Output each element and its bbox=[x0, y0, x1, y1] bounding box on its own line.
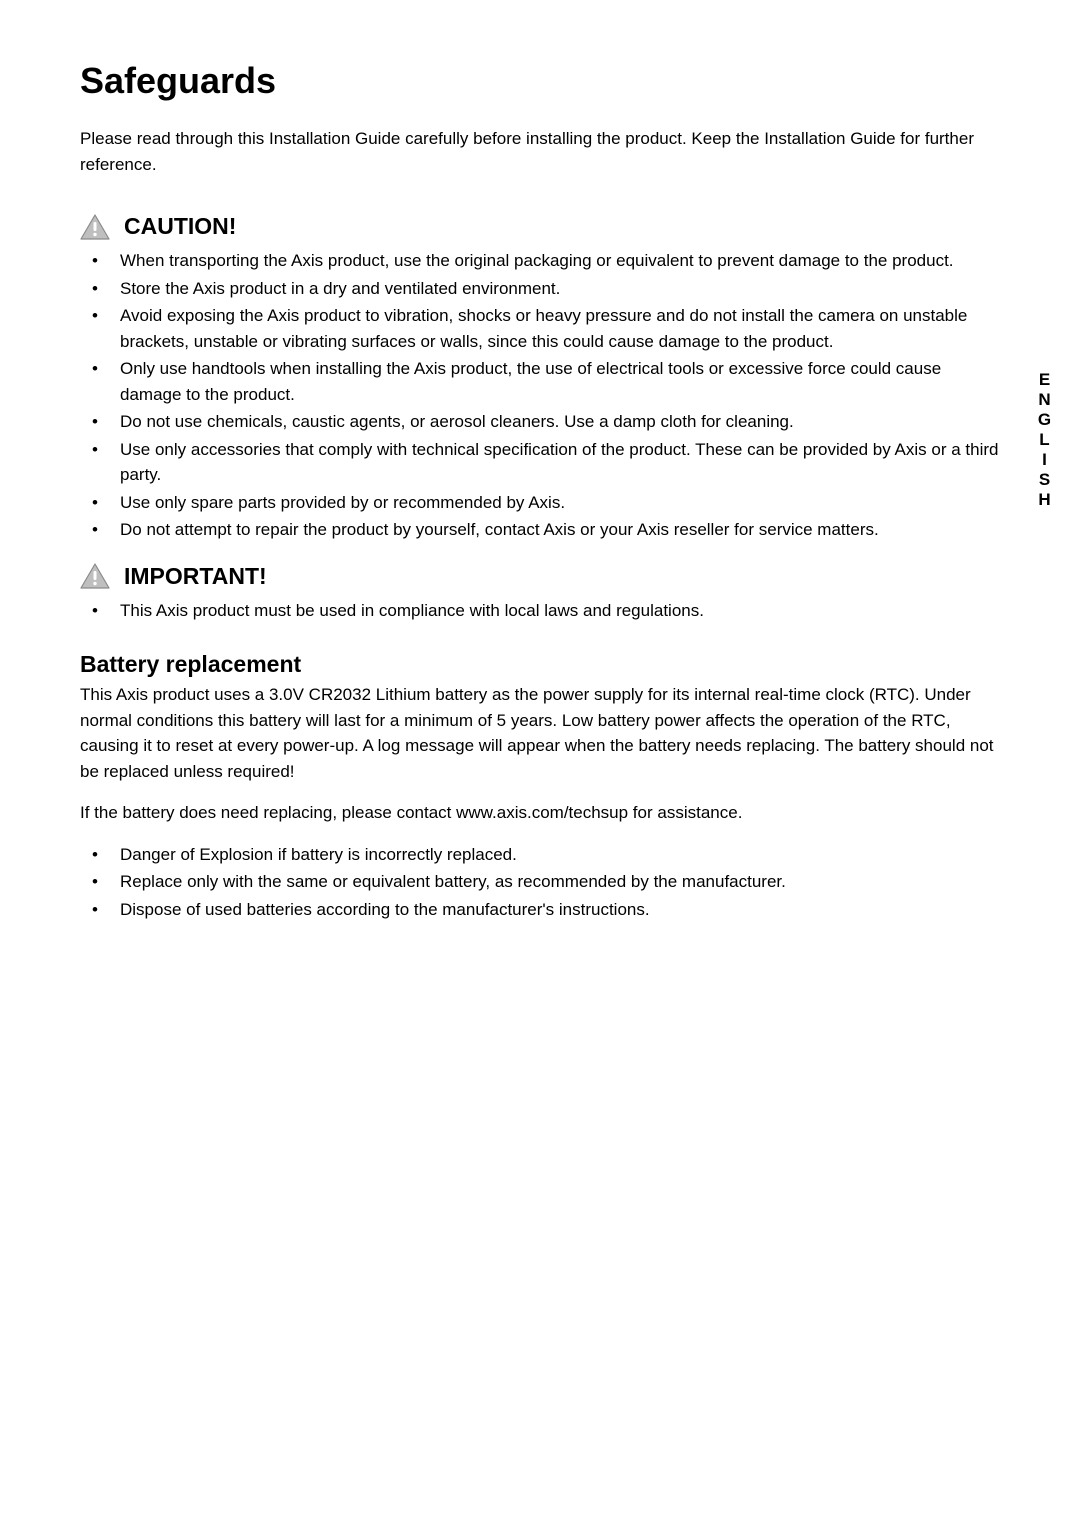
page-content: Safeguards Please read through this Inst… bbox=[0, 0, 1080, 1002]
list-item: Store the Axis product in a dry and vent… bbox=[80, 276, 1000, 302]
intro-paragraph: Please read through this Installation Gu… bbox=[80, 126, 1000, 177]
list-item: Danger of Explosion if battery is incorr… bbox=[80, 842, 1000, 868]
list-item: Dispose of used batteries according to t… bbox=[80, 897, 1000, 923]
important-label: IMPORTANT! bbox=[124, 563, 267, 590]
caution-list: When transporting the Axis product, use … bbox=[80, 248, 1000, 543]
list-item: Do not use chemicals, caustic agents, or… bbox=[80, 409, 1000, 435]
list-item: Do not attempt to repair the product by … bbox=[80, 517, 1000, 543]
important-heading: IMPORTANT! bbox=[80, 563, 1000, 590]
important-list: This Axis product must be used in compli… bbox=[80, 598, 1000, 624]
list-item: When transporting the Axis product, use … bbox=[80, 248, 1000, 274]
battery-heading: Battery replacement bbox=[80, 651, 1000, 678]
warning-triangle-icon bbox=[80, 214, 110, 240]
list-item: Use only spare parts provided by or reco… bbox=[80, 490, 1000, 516]
battery-paragraph-1: This Axis product uses a 3.0V CR2032 Lit… bbox=[80, 682, 1000, 784]
battery-list: Danger of Explosion if battery is incorr… bbox=[80, 842, 1000, 923]
page-title: Safeguards bbox=[80, 60, 1000, 102]
caution-label: CAUTION! bbox=[124, 213, 236, 240]
battery-paragraph-2: If the battery does need replacing, plea… bbox=[80, 800, 1000, 826]
list-item: Avoid exposing the Axis product to vibra… bbox=[80, 303, 1000, 354]
list-item: This Axis product must be used in compli… bbox=[80, 598, 1000, 624]
list-item: Only use handtools when installing the A… bbox=[80, 356, 1000, 407]
caution-heading: CAUTION! bbox=[80, 213, 1000, 240]
list-item: Use only accessories that comply with te… bbox=[80, 437, 1000, 488]
list-item: Replace only with the same or equivalent… bbox=[80, 869, 1000, 895]
warning-triangle-icon bbox=[80, 563, 110, 589]
language-tab: ENGLISH bbox=[1034, 370, 1054, 510]
